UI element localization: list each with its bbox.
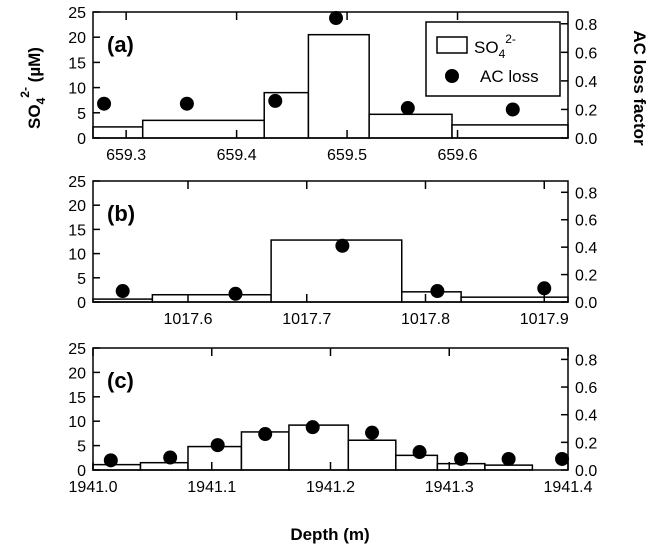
y-tick-label-right: 0.8	[575, 17, 597, 34]
data-point	[97, 96, 112, 111]
x-axis-title: Depth (m)	[290, 525, 369, 544]
y-axis-title-right: AC loss factor	[630, 30, 649, 146]
data-point	[115, 284, 130, 299]
bar	[139, 461, 189, 471]
y-tick-label-right: 0.0	[575, 295, 597, 312]
x-tick-label: 1017.7	[282, 311, 331, 328]
y-tick-label-right: 0.8	[575, 185, 597, 202]
bar	[141, 119, 265, 139]
y-tick-label-right: 0.4	[575, 240, 597, 257]
y-tick-label-left: 0	[77, 131, 86, 148]
y-tick-label-right: 0.4	[575, 74, 597, 91]
data-point	[305, 420, 320, 435]
data-point	[501, 451, 516, 466]
legend-bar-swatch	[436, 36, 468, 54]
bar	[307, 33, 370, 139]
bar	[347, 439, 397, 471]
data-point	[163, 450, 178, 465]
bar	[92, 126, 144, 139]
y-tick-label-left: 10	[68, 414, 86, 431]
legend-point-marker	[445, 69, 459, 83]
data-point	[454, 451, 469, 466]
data-point	[412, 445, 427, 460]
x-tick-label: 1017.9	[520, 311, 569, 328]
y-tick-label-left: 0	[77, 295, 86, 312]
data-point	[335, 238, 350, 253]
y-tick-label-left: 10	[68, 247, 86, 264]
x-tick-label: 1017.6	[164, 311, 213, 328]
x-tick-label: 1941.0	[69, 479, 118, 496]
data-point	[103, 453, 118, 468]
data-point	[400, 101, 415, 116]
data-point	[555, 451, 570, 466]
data-point	[505, 102, 520, 117]
y-tick-label-left: 5	[77, 271, 86, 288]
legend: SO42- AC loss	[425, 21, 561, 97]
y-tick-label-left: 20	[68, 365, 86, 382]
data-point	[365, 425, 380, 440]
data-point	[268, 93, 283, 108]
data-point	[258, 427, 273, 442]
y-tick-label-right: 0.6	[575, 213, 597, 230]
x-tick-label: 659.3	[106, 147, 146, 164]
bar	[368, 113, 453, 139]
x-tick-label: 659.4	[217, 147, 257, 164]
data-point	[537, 281, 552, 296]
y-tick-label-right: 0.4	[575, 408, 597, 425]
y-tick-label-right: 0.2	[575, 268, 597, 285]
x-tick-label: 1941.1	[187, 479, 236, 496]
y-tick-label-left: 0	[77, 463, 86, 480]
y-tick-label-right: 0.2	[575, 102, 597, 119]
panel-3: 0 5 10 15 20 25 0.0 0.2 0.4 0.6 0.8 1941.0 1941.1 194…	[68, 341, 597, 496]
y-tick-label-left: 10	[68, 81, 86, 98]
y-tick-label-left: 5	[77, 106, 86, 123]
x-tick-label: 659.5	[327, 147, 367, 164]
plot-frame	[92, 11, 569, 139]
y-tick-label-left: 25	[68, 174, 86, 191]
panel-label: (a)	[107, 32, 134, 57]
data-point	[228, 286, 243, 301]
panel-label: (c)	[107, 368, 134, 393]
y-tick-label-right: 0.2	[575, 435, 597, 452]
x-tick-label: 1941.3	[425, 479, 474, 496]
y-tick-label-right: 0.0	[575, 463, 597, 480]
plot-frame	[92, 180, 569, 303]
y-tick-label-left: 25	[68, 5, 86, 22]
y-tick-label-right: 0.6	[575, 380, 597, 397]
bar	[92, 463, 142, 471]
legend-bar-label: SO42-	[474, 32, 516, 61]
legend-point-label: AC loss	[480, 67, 539, 86]
data-point	[179, 96, 194, 111]
y-tick-label-left: 15	[68, 390, 86, 407]
y-axis-title-left: SO42- (µM)	[18, 47, 48, 129]
y-tick-label-right: 0.8	[575, 352, 597, 369]
panel-label: (b)	[107, 201, 135, 226]
bar	[151, 293, 272, 303]
y-tick-label-left: 25	[68, 341, 86, 358]
y-tick-label-right: 0.6	[575, 45, 597, 62]
panel-1: 0 5 10 15 20 25 0.0 0.2 0.4 0.6 0.8 659.3 659.4 659.5…	[68, 5, 597, 164]
y-tick-label-right: 0.0	[575, 131, 597, 148]
y-tick-label-left: 15	[68, 55, 86, 72]
bar	[451, 124, 569, 139]
panel-2: 0 5 10 15 20 25 0.0 0.2 0.4 0.6 0.8 1017.6 1017.7 101…	[68, 174, 597, 328]
data-point	[329, 11, 344, 26]
y-tick-label-left: 20	[68, 198, 86, 215]
y-tick-label-left: 20	[68, 30, 86, 47]
bar	[288, 424, 350, 471]
x-tick-label: 1941.4	[544, 479, 593, 496]
bar	[270, 239, 403, 303]
x-tick-label: 1017.8	[401, 311, 450, 328]
data-point	[210, 438, 225, 453]
y-tick-label-left: 5	[77, 439, 86, 456]
x-tick-label: 1941.2	[306, 479, 355, 496]
data-point	[430, 284, 445, 299]
x-tick-label: 659.6	[438, 147, 478, 164]
legend-frame	[425, 21, 561, 97]
y-tick-label-left: 15	[68, 222, 86, 239]
